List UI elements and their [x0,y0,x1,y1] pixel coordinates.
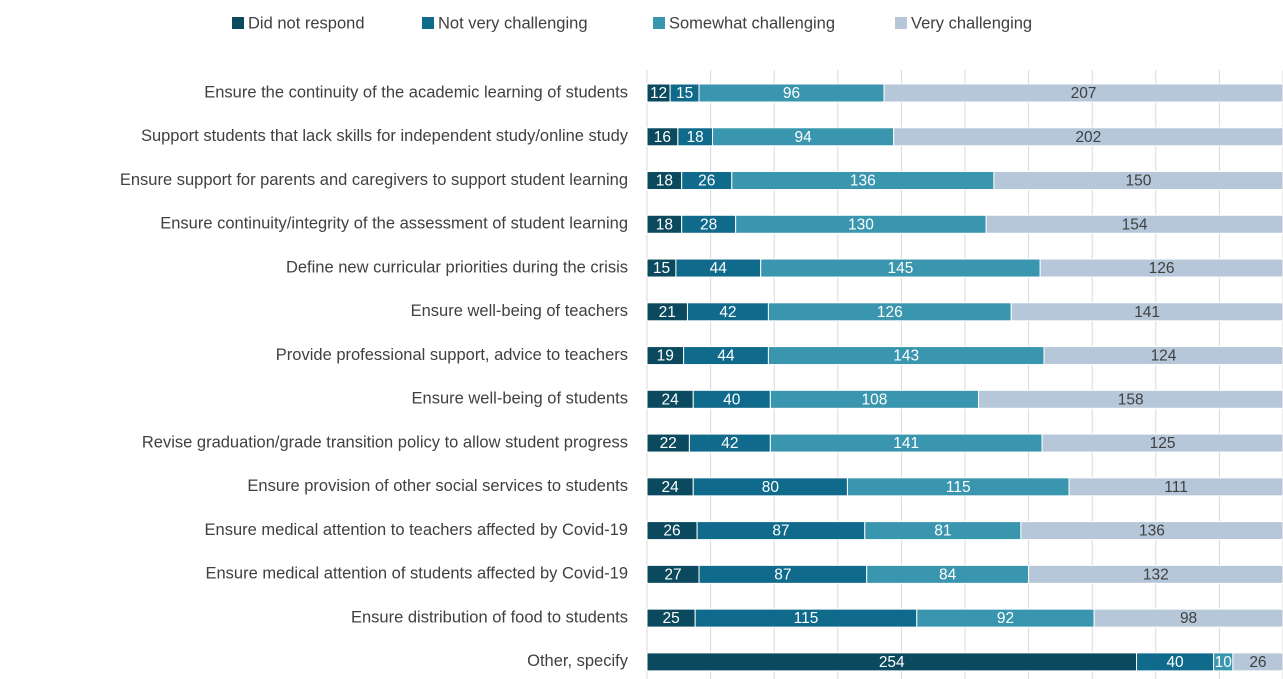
category-label: Ensure provision of other social service… [247,477,628,495]
value-label: 22 [660,435,677,452]
value-label: 10 [1215,654,1233,671]
value-label: 18 [656,173,673,190]
bar-segment [1041,433,1283,453]
value-label: 126 [1149,260,1175,277]
category-label: Support students that lack skills for in… [141,127,629,145]
category-label: Ensure continuity/integrity of the asses… [160,215,628,233]
value-label: 98 [1180,610,1197,627]
value-label: 158 [1118,391,1144,408]
value-label: 15 [676,85,693,102]
category-label: Ensure medical attention of students aff… [205,565,628,583]
value-label: 207 [1071,85,1097,102]
value-label: 111 [1164,479,1188,496]
value-label: 25 [662,610,679,627]
value-label: 87 [774,566,791,583]
value-label: 150 [1126,173,1152,190]
value-label: 19 [657,348,674,365]
value-label: 154 [1122,216,1148,233]
value-label: 26 [663,523,680,540]
bar-segment [977,389,1283,409]
value-label: 26 [1249,654,1266,671]
value-label: 124 [1151,348,1177,365]
value-label: 94 [794,129,812,146]
value-label: 92 [997,610,1014,627]
value-label: 115 [794,610,819,627]
category-label: Revise graduation/grade transition polic… [142,433,628,451]
value-label: 42 [721,435,738,452]
value-label: 21 [659,304,676,321]
value-label: 136 [850,173,876,190]
category-label: Ensure support for parents and caregiver… [120,171,628,189]
value-label: 81 [934,523,951,540]
bar-segment [1039,258,1283,278]
value-label: 126 [877,304,903,321]
legend-label: Somewhat challenging [669,14,835,32]
category-label: Ensure the continuity of the academic le… [204,83,628,101]
value-label: 18 [656,216,673,233]
value-label: 145 [887,260,913,277]
value-label: 42 [719,304,736,321]
category-label: Define new curricular priorities during … [286,258,628,276]
value-label: 27 [664,566,681,583]
value-label: 24 [662,391,680,408]
value-label: 115 [946,479,971,496]
value-label: 24 [662,479,680,496]
bar-segment [1068,477,1283,497]
bar-segment [1093,608,1283,628]
bar-segment [1043,346,1283,366]
value-label: 12 [650,85,667,102]
value-label: 202 [1075,129,1101,146]
bar-segment [1020,521,1283,541]
legend-label: Not very challenging [438,14,588,32]
category-label: Ensure distribution of food to students [351,608,628,626]
category-label: Ensure medical attention to teachers aff… [205,521,628,539]
value-label: 132 [1143,566,1169,583]
value-label: 108 [861,391,887,408]
value-label: 96 [783,85,800,102]
value-label: 18 [687,129,704,146]
value-label: 130 [848,216,874,233]
bar-segment [985,214,1283,234]
legend-swatch [422,17,434,29]
legend-label: Very challenging [911,14,1032,32]
legend-swatch [895,17,907,29]
value-label: 40 [723,391,741,408]
value-label: 44 [710,260,728,277]
bar-segment [883,83,1283,103]
value-label: 26 [698,173,715,190]
legend-swatch [232,17,244,29]
value-label: 143 [893,348,919,365]
value-label: 254 [879,654,905,671]
bar-segment [893,127,1283,147]
category-label: Other, specify [527,652,629,670]
value-label: 44 [717,348,735,365]
value-label: 80 [762,479,780,496]
value-label: 141 [893,435,919,452]
value-label: 136 [1139,523,1165,540]
category-label: Provide professional support, advice to … [276,346,628,364]
legend-swatch [653,17,665,29]
value-label: 125 [1150,435,1176,452]
bar-segment [993,171,1283,191]
value-label: 141 [1134,304,1160,321]
category-label: Ensure well-being of students [412,390,628,408]
value-label: 16 [654,129,671,146]
value-label: 84 [939,566,957,583]
category-label: Ensure well-being of teachers [411,302,628,320]
legend-label: Did not respond [248,14,365,32]
value-label: 28 [700,216,717,233]
value-label: 40 [1166,654,1184,671]
value-label: 87 [772,523,789,540]
value-label: 15 [653,260,670,277]
